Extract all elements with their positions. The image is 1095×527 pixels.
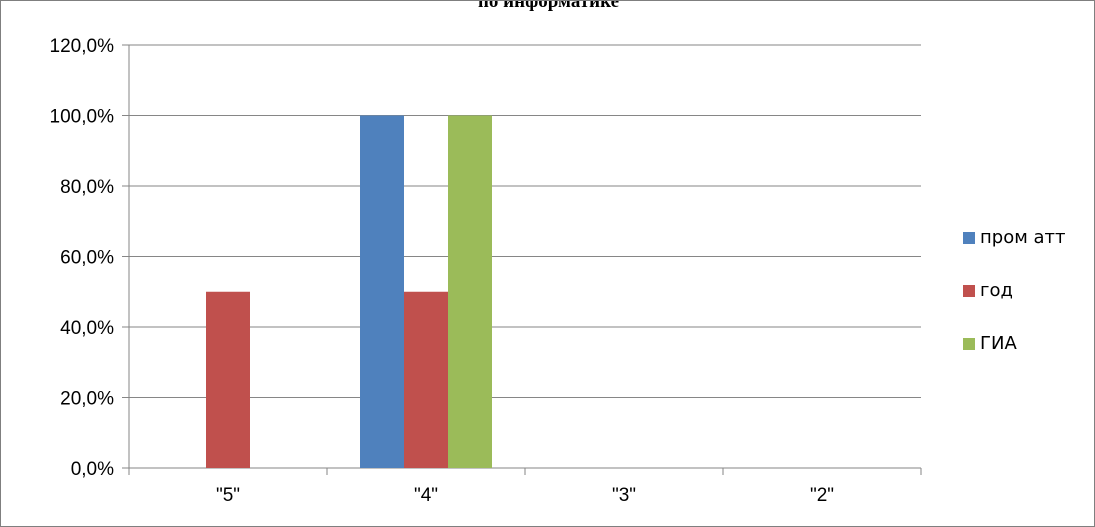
x-tick-label: "3": [612, 485, 636, 506]
legend-label: ГИА: [980, 333, 1017, 354]
legend-item: год: [963, 264, 1066, 317]
y-tick-label: 100,0%: [50, 107, 115, 128]
x-tick-label: "5": [216, 485, 240, 506]
x-tick-label: "2": [810, 485, 834, 506]
y-tick-label: 20,0%: [60, 389, 114, 410]
legend-swatch: [963, 231, 975, 244]
legend-swatch: [963, 337, 975, 350]
bar: [206, 291, 250, 468]
legend: пром атт год ГИА: [963, 211, 1066, 370]
bar: [404, 291, 448, 468]
y-tick-label: 40,0%: [60, 318, 114, 339]
y-tick-label: 60,0%: [60, 248, 114, 269]
bar: [360, 115, 404, 468]
y-tick-label: 0,0%: [71, 459, 114, 480]
legend-label: пром атт: [980, 227, 1066, 248]
y-tick-label: 120,0%: [50, 36, 115, 57]
legend-item: ГИА: [963, 317, 1066, 370]
legend-item: пром атт: [963, 211, 1066, 264]
x-tick-label: "4": [414, 485, 438, 506]
chart-title: по информатике: [477, 0, 620, 12]
bar: [448, 115, 492, 468]
legend-swatch: [963, 284, 975, 297]
y-tick-label: 80,0%: [60, 177, 114, 198]
legend-label: год: [980, 280, 1013, 301]
